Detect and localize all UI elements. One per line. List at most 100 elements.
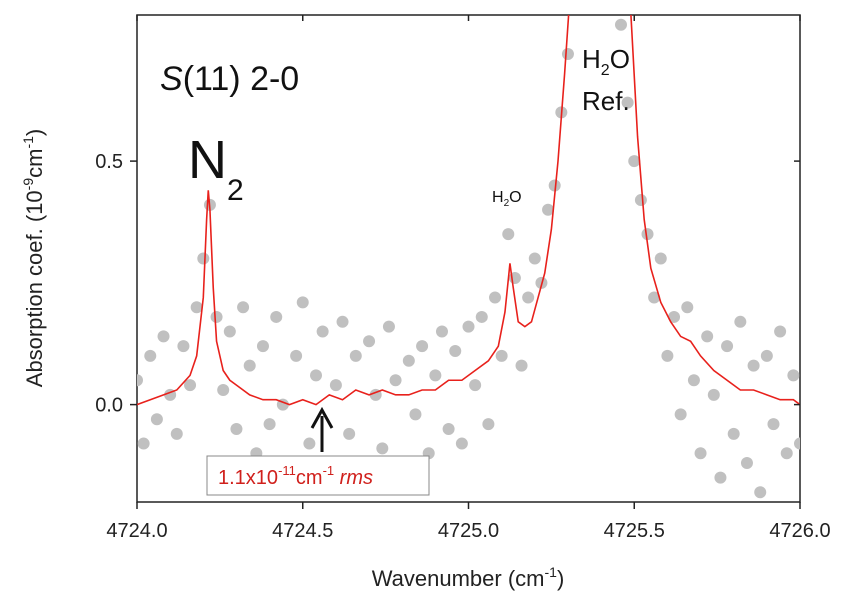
data-point [363,335,376,348]
data-point [495,349,508,362]
data-point [376,442,389,455]
label-ref-main: H [582,44,601,74]
data-point [217,383,230,396]
label-h2o-sub: 2 [504,198,510,209]
data-point [515,359,528,372]
data-point [734,315,747,328]
data-point [701,330,714,343]
data-point [661,349,674,362]
data-point [435,325,448,338]
x-label-sup: -1 [545,564,558,580]
x-tick-label: 4726.0 [769,520,830,542]
label-ref-sub: 2 [601,62,610,79]
data-point [290,349,303,362]
y-axis-label: Absorption coef. (10-9cm-1) [20,129,47,387]
y-label-sup2: -1 [20,136,36,149]
data-point [157,330,170,343]
data-point [787,369,800,382]
x-tick-label: 4724.5 [272,520,333,542]
x-tick-label: 4725.0 [438,520,499,542]
data-point [760,349,773,362]
data-point [754,486,767,499]
y-label-a: Absorption coef. (10 [22,190,47,387]
data-point [707,388,720,401]
y-label-b: cm [22,149,47,178]
data-point [462,320,475,333]
data-point [349,349,362,362]
data-point [528,252,541,265]
data-point [137,374,143,387]
label-ref-end: O [610,44,630,74]
data-point [197,252,210,265]
data-point [329,379,342,392]
data-point [223,325,236,338]
annotation: 1.1x10-11cm-1 rms [206,406,430,496]
data-point [429,369,442,382]
plot-area [137,15,800,499]
label-s-italic: S [160,60,183,98]
data-point [382,320,395,333]
data-point [184,379,197,392]
y-tick-label: 0.0 [95,395,123,417]
data-point [402,354,415,367]
data-point [263,418,276,431]
data-point [389,374,402,387]
data-point [721,340,734,353]
data-point [767,418,780,431]
data-point [687,374,700,387]
data-point [449,345,462,358]
data-point [780,447,793,460]
label-s-rest: (11) 2-0 [183,60,300,98]
annotation-a: 1.1x10 [218,467,278,489]
label-h2o-end: O [509,189,521,206]
label-n2-sub: 2 [227,174,244,207]
data-point [694,447,707,460]
data-point [210,310,223,323]
data-point [296,296,309,309]
data-point [740,457,753,470]
x-tick-label: 4724.0 [106,520,167,542]
annotation-box [206,455,430,496]
data-point [648,291,661,304]
data-point [794,437,800,450]
data-point [409,408,422,421]
axes: 4724.0 4724.5 4725.0 4725.5 4726.0 0.0 0.5 [95,15,831,542]
data-point [170,427,183,440]
data-point [243,359,256,372]
data-point [674,408,687,421]
data-point [727,427,740,440]
label-ref: H2O [582,44,630,79]
data-point [542,203,555,216]
annotation-arrowhead [310,406,334,429]
x-axis-label: Wavenumber (cm-1) [372,564,565,591]
data-point [230,422,243,435]
data-point [628,155,641,168]
data-point [270,310,283,323]
data-point [256,340,269,353]
x-label-a: Wavenumber (cm [372,566,545,591]
data-point [442,422,455,435]
data-point [237,301,250,314]
data-point [522,291,535,304]
annotation-sup1: -11 [278,463,296,478]
data-point [489,291,502,304]
data-point [668,310,681,323]
data-point [177,340,190,353]
annotation-text: 1.1x10-11cm-1 rms [218,463,373,489]
data-point [336,315,349,328]
data-point [561,47,574,60]
data-point [641,228,654,241]
data-point [548,179,561,192]
label-h2o: H2O [492,189,522,209]
data-point [774,325,787,338]
data-point [303,437,316,450]
data-point [502,228,515,241]
data-point [654,252,667,265]
label-ref-line2: Ref. [582,86,630,116]
data-point [614,18,627,31]
data-point [416,340,429,353]
y-tick-label: 0.5 [95,151,123,173]
data-point [316,325,329,338]
x-tick-label: 4725.5 [604,520,665,542]
